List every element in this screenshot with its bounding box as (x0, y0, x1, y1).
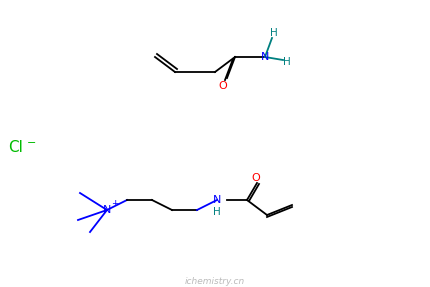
Text: N: N (260, 52, 269, 62)
Text: ichemistry.cn: ichemistry.cn (184, 276, 245, 286)
Text: O: O (218, 81, 227, 91)
Text: H: H (283, 57, 290, 67)
Text: Cl: Cl (8, 141, 23, 156)
Text: H: H (212, 207, 220, 217)
Text: H: H (270, 28, 277, 38)
Text: −: − (27, 138, 36, 148)
Text: +: + (111, 199, 119, 208)
Text: N: N (212, 195, 221, 205)
Text: N: N (103, 205, 111, 215)
Text: O: O (251, 173, 260, 183)
